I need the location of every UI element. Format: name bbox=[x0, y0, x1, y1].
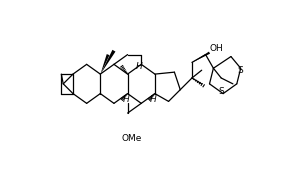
Polygon shape bbox=[101, 50, 115, 74]
Text: OMe: OMe bbox=[121, 134, 142, 143]
Polygon shape bbox=[192, 52, 210, 63]
Text: H: H bbox=[136, 62, 143, 71]
Polygon shape bbox=[101, 54, 109, 74]
Text: OH: OH bbox=[210, 44, 223, 53]
Text: H: H bbox=[149, 95, 156, 104]
Text: S: S bbox=[218, 87, 224, 96]
Text: H: H bbox=[122, 95, 129, 104]
Text: S: S bbox=[238, 66, 244, 75]
